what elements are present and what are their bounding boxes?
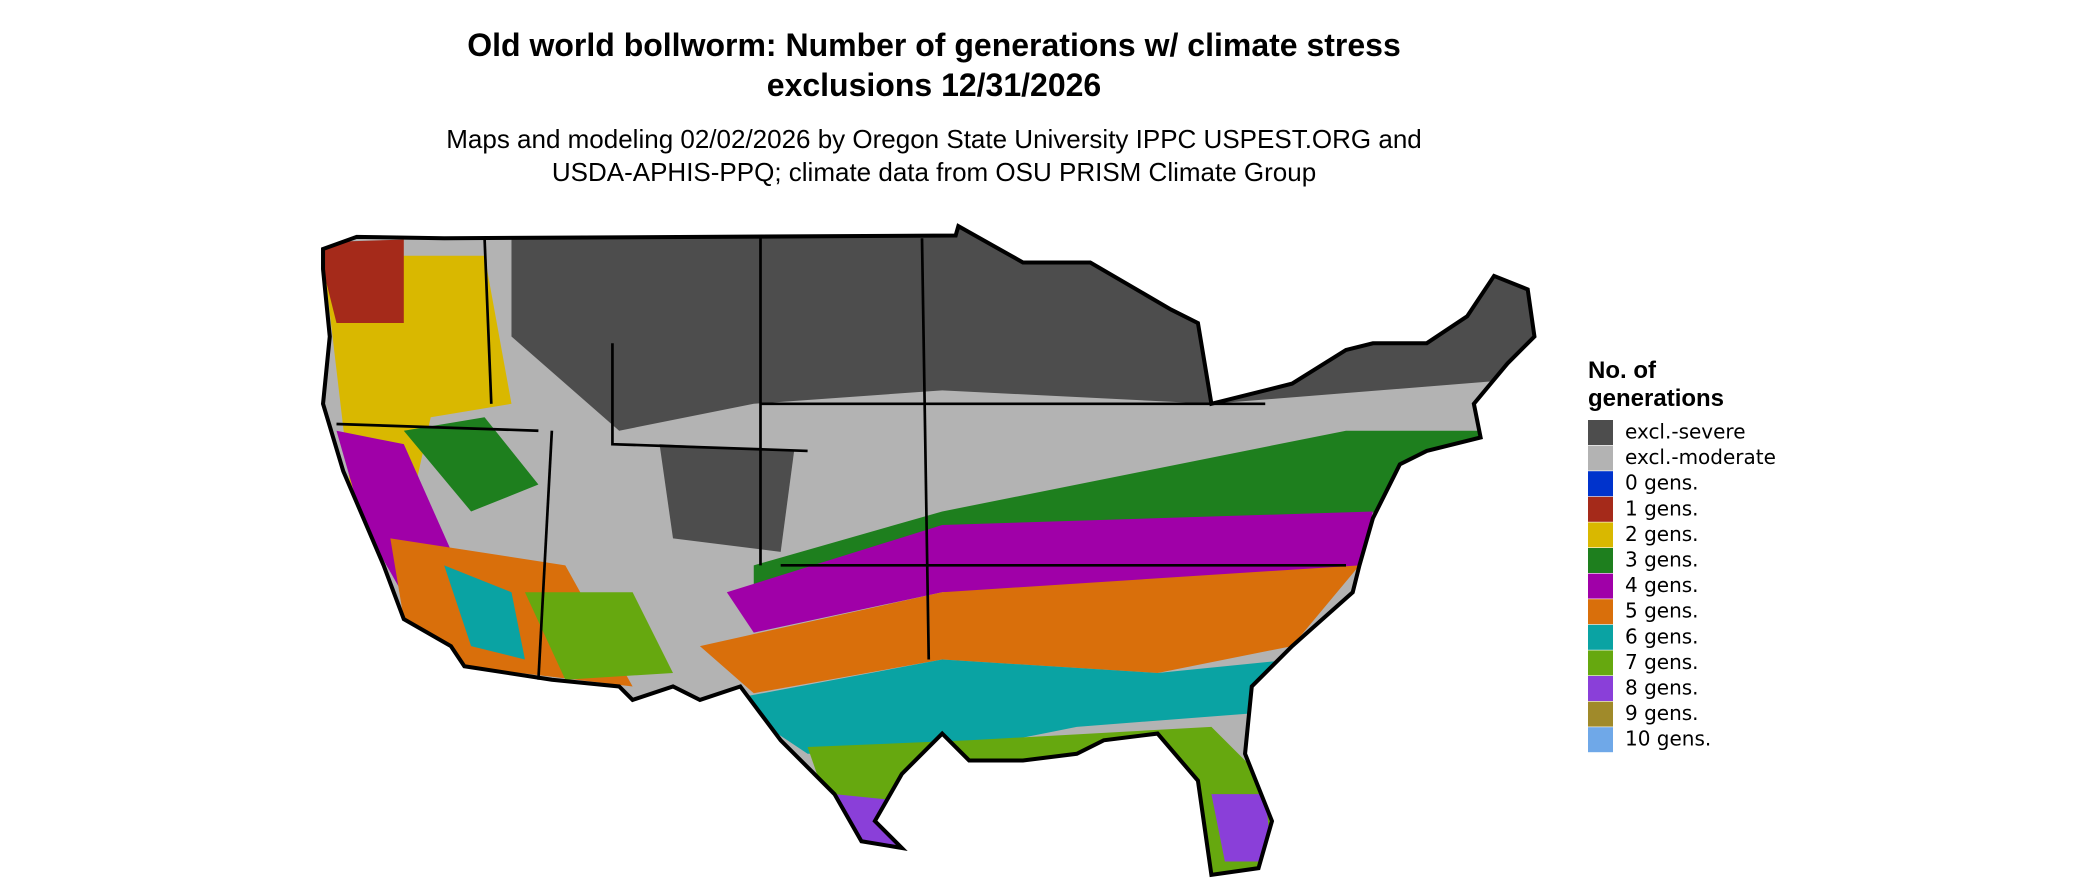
subtitle-line: USDA-APHIS-PPQ; climate data from OSU PR… [552, 157, 1316, 187]
legend-label: 2 gens. [1625, 522, 1699, 546]
subtitle-line: Maps and modeling 02/02/2026 by Oregon S… [446, 124, 1422, 154]
legend-label: excl.-severe [1625, 420, 1746, 444]
legend-label: 10 gens. [1625, 727, 1711, 751]
legend-swatch [1588, 496, 1613, 522]
legend-label: 7 gens. [1625, 650, 1699, 674]
legend-label: 0 gens. [1625, 471, 1699, 495]
legend-swatch [1588, 701, 1613, 727]
legend: No. of generations excl.-severeexcl.-mod… [1588, 357, 1776, 753]
legend-title: No. of [1588, 357, 1657, 384]
legend-swatch [1588, 676, 1613, 701]
legend-title: generations [1588, 385, 1724, 412]
legend-label: 3 gens. [1625, 548, 1699, 572]
legend-label: excl.-moderate [1625, 445, 1776, 469]
legend-swatch [1588, 548, 1613, 573]
legend-label: 1 gens. [1625, 496, 1699, 520]
legend-swatch [1588, 650, 1613, 676]
legend-swatch [1588, 624, 1613, 650]
legend-label: 6 gens. [1625, 624, 1699, 648]
legend-swatch [1588, 420, 1613, 445]
legend-swatch [1588, 727, 1613, 753]
title-line: Old world bollworm: Number of generation… [467, 27, 1401, 63]
legend-swatch [1588, 599, 1613, 625]
legend-swatch [1588, 573, 1613, 599]
legend-label: 5 gens. [1625, 599, 1699, 623]
legend-label: 9 gens. [1625, 701, 1699, 725]
legend-swatch [1588, 522, 1613, 548]
us-map [296, 215, 1561, 892]
legend-swatch [1588, 471, 1613, 497]
legend-label: 8 gens. [1625, 676, 1699, 700]
legend-label: 4 gens. [1625, 573, 1699, 597]
legend-swatch [1588, 445, 1613, 471]
title-line: exclusions 12/31/2026 [767, 67, 1101, 103]
